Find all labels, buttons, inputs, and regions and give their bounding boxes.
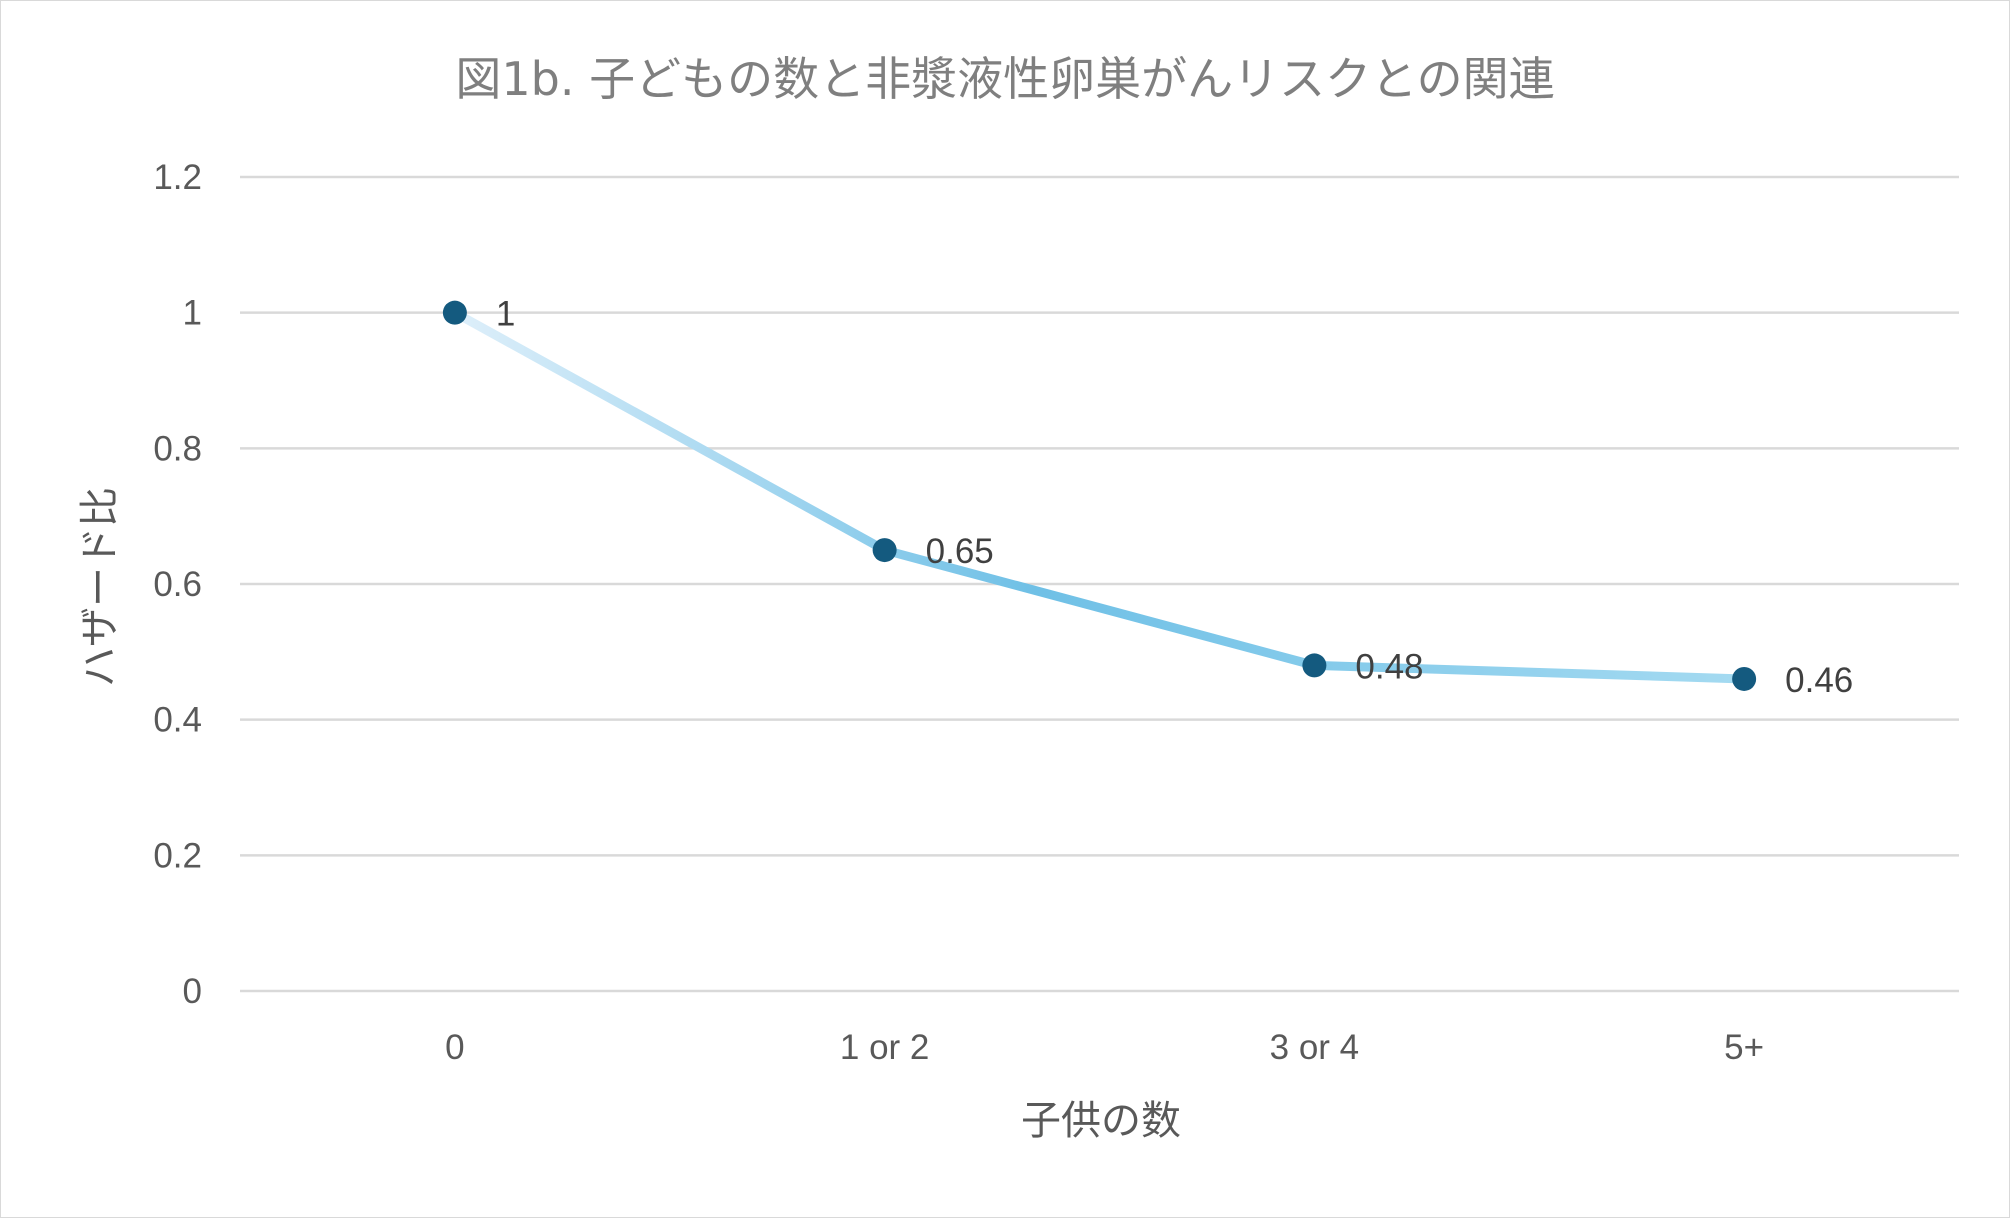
data-labels: 1 0.65 0.48 0.46 (496, 295, 1853, 700)
y-tick-label: 1.2 (153, 158, 202, 197)
x-tick-label: 0 (445, 1028, 464, 1067)
y-axis-title: ハザード比 (77, 487, 123, 687)
chart-title: 図1b. 子どもの数と非漿液性卵巣がんリスクとの関連 (455, 52, 1554, 106)
data-point (1302, 653, 1327, 678)
x-tick-label: 1 or 2 (840, 1028, 930, 1067)
data-label: 1 (496, 295, 515, 334)
x-axis-tick-labels: 0 1 or 2 3 or 4 5+ (445, 1028, 1764, 1067)
data-label: 0.46 (1785, 661, 1853, 700)
data-label: 0.48 (1355, 647, 1423, 686)
y-tick-label: 0 (183, 972, 202, 1011)
series-line-group (450, 308, 1749, 684)
data-point (872, 538, 897, 563)
y-tick-label: 0.6 (153, 565, 202, 604)
y-tick-label: 0.8 (153, 429, 202, 468)
y-tick-label: 0.2 (153, 836, 202, 875)
x-tick-label: 3 or 4 (1270, 1028, 1360, 1067)
y-tick-label: 1 (183, 294, 202, 333)
data-point (442, 300, 467, 325)
x-axis-title: 子供の数 (1021, 1098, 1181, 1144)
gridlines (240, 175, 1959, 993)
series-line (450, 308, 1749, 684)
x-tick-label: 5+ (1724, 1028, 1764, 1067)
y-tick-label: 0.4 (153, 701, 202, 740)
data-markers (442, 300, 1757, 691)
data-point (1732, 666, 1757, 691)
data-label: 0.65 (926, 532, 994, 571)
y-axis-tick-labels: 0 0.2 0.4 0.6 0.8 1 1.2 (153, 158, 202, 1011)
